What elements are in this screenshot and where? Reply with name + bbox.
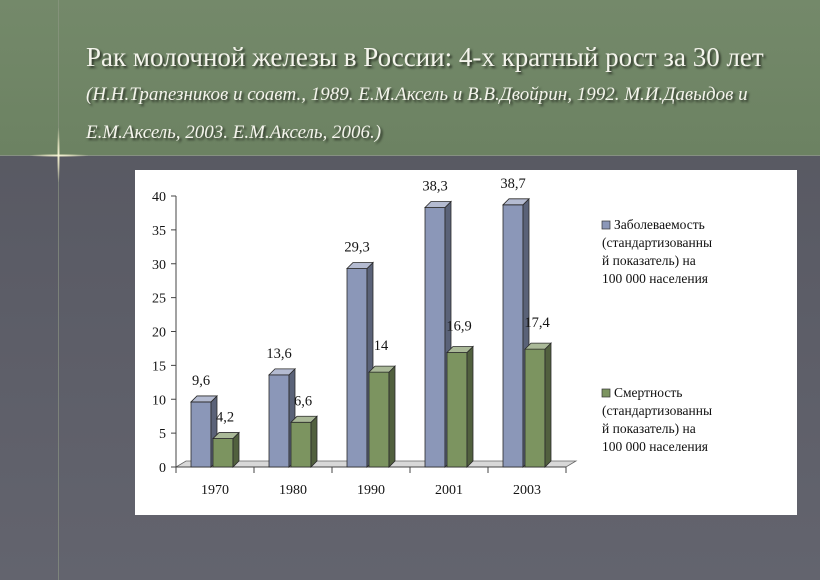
y-tick-label: 25 <box>152 292 166 307</box>
data-label: 4,2 <box>216 410 234 426</box>
legend-label: 100 000 населения <box>602 439 708 454</box>
title-band <box>0 0 820 155</box>
x-tick-label: 1970 <box>201 483 229 498</box>
data-label: 16,9 <box>446 319 471 335</box>
y-tick-label: 5 <box>159 427 166 442</box>
bar <box>524 342 552 468</box>
data-label: 38,3 <box>422 179 447 195</box>
legend-swatch <box>601 220 611 230</box>
bar-front <box>290 421 312 468</box>
bar-top <box>502 198 530 206</box>
bar <box>502 197 530 468</box>
slide-title: Рак молочной железы в России: 4-х кратны… <box>86 40 796 150</box>
bar-side <box>544 342 552 468</box>
bar-side <box>310 415 318 468</box>
bar-front <box>524 348 546 468</box>
bar-top <box>346 262 374 269</box>
bar-front <box>502 204 524 468</box>
bar-front <box>446 352 468 468</box>
legend-swatch <box>601 388 611 398</box>
sparkle-decoration-vertical <box>57 128 60 182</box>
bar-top <box>212 432 240 439</box>
bar-front <box>424 207 446 468</box>
y-tick-label: 30 <box>152 258 166 273</box>
legend-label: Заболеваемость <box>614 217 705 232</box>
x-tick-label: 1990 <box>357 483 385 498</box>
y-tick-label: 0 <box>159 461 166 476</box>
title-citation: (Н.Н.Трапезников и соавт., 1989. Е.М.Акс… <box>86 84 748 143</box>
bar-front <box>368 371 390 468</box>
data-label: 6,6 <box>294 393 312 409</box>
bar-side <box>388 365 396 468</box>
data-label: 17,4 <box>524 315 550 331</box>
bar-front <box>190 401 212 468</box>
title-main: Рак молочной железы в России: 4-х кратны… <box>86 42 764 72</box>
data-label: 14 <box>374 338 389 354</box>
bar-top <box>424 201 452 208</box>
y-tick-label: 15 <box>152 359 166 374</box>
data-label: 29,3 <box>344 239 369 255</box>
bar <box>446 345 474 468</box>
bar-top <box>190 395 218 403</box>
y-tick-label: 40 <box>152 190 166 205</box>
data-label: 13,6 <box>266 346 291 362</box>
bar-front <box>212 438 234 468</box>
bar-top <box>524 342 552 350</box>
y-tick-label: 20 <box>152 326 166 341</box>
divider-line-vertical <box>58 0 59 580</box>
y-tick-label: 10 <box>152 393 166 408</box>
bar-front <box>268 374 290 468</box>
legend-label: (стандартизованны <box>602 235 712 250</box>
bar-top <box>268 368 296 376</box>
legend-label: Смертность <box>614 385 682 400</box>
bar <box>346 261 374 468</box>
bar <box>424 200 452 468</box>
data-label: 38,7 <box>500 176 525 192</box>
bar-side <box>466 345 474 468</box>
y-tick-label: 35 <box>152 224 166 239</box>
bar <box>290 415 318 468</box>
legend-label: й показатель) на <box>602 253 696 268</box>
legend-label: 100 000 населения <box>602 271 708 286</box>
legend-label: (стандартизованны <box>602 403 712 418</box>
legend-label: й показатель) на <box>602 421 696 436</box>
x-tick-label: 1980 <box>279 483 307 498</box>
divider-line-horizontal <box>0 155 820 156</box>
x-tick-label: 2001 <box>435 483 463 498</box>
bar-top <box>368 365 396 373</box>
bar <box>368 365 396 468</box>
bar <box>212 431 240 468</box>
bar-top <box>290 415 318 423</box>
bar-top <box>446 346 474 353</box>
bar-front <box>346 268 368 468</box>
x-tick-label: 2003 <box>513 483 541 498</box>
data-label: 9,6 <box>192 373 210 389</box>
